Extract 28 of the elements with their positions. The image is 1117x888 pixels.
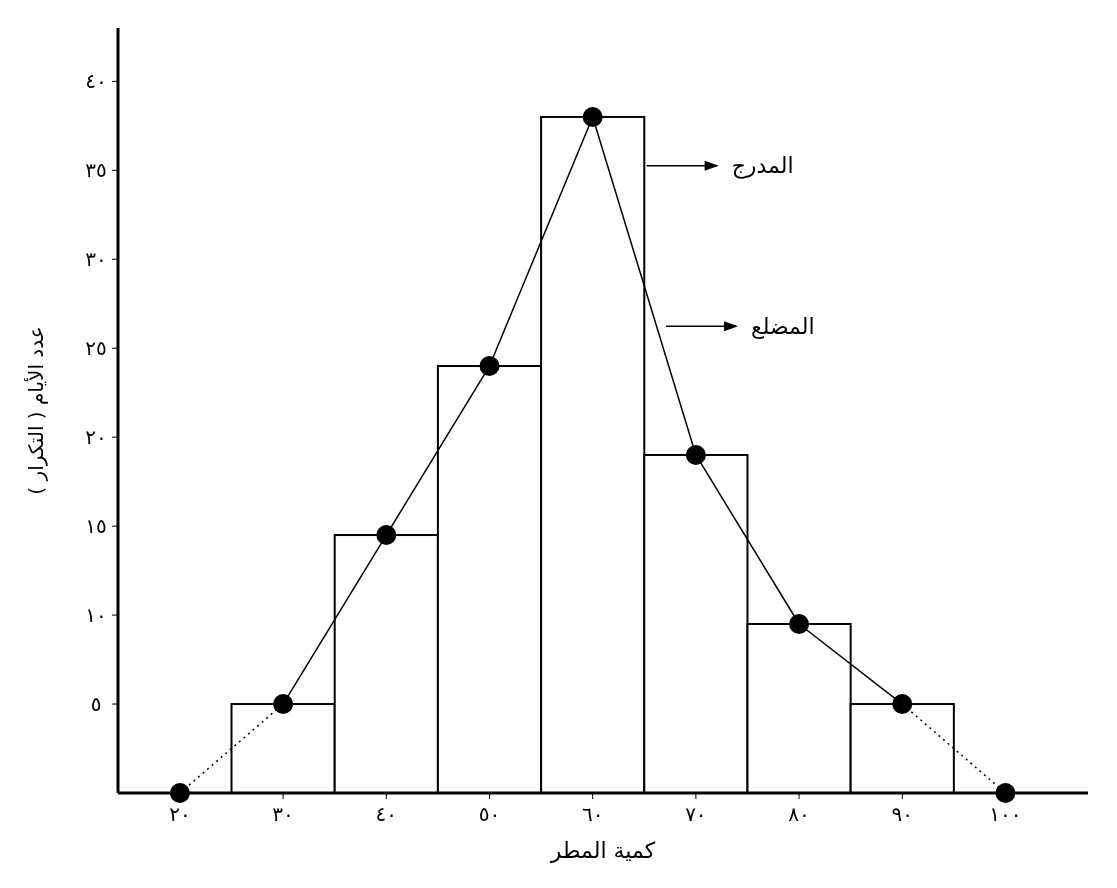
- x-tick-label: ٩٠: [891, 802, 913, 826]
- point: [892, 694, 913, 715]
- annotation: المدرج: [731, 153, 794, 180]
- y-tick-label: ١٥: [85, 514, 107, 539]
- y-axis-title: عدد الأيام ( التكرار ): [24, 326, 48, 495]
- annotation: المضلع: [751, 314, 815, 340]
- x-tick-label: ٤٠: [375, 802, 398, 826]
- x-tick-label: ٣٠: [272, 802, 294, 826]
- x-tick-label: ٨٠: [788, 802, 810, 826]
- x-tick-label: ٢٠: [169, 802, 191, 826]
- x-tick-label: ٥٠: [478, 802, 501, 826]
- point: [582, 106, 603, 127]
- x-tick-label: ١٠٠: [989, 802, 1022, 826]
- point: [685, 444, 706, 465]
- y-tick-label: ٢٠: [85, 425, 107, 450]
- point: [789, 613, 810, 634]
- point: [273, 694, 294, 715]
- x-tick-label: ٧٠: [685, 802, 707, 826]
- x-axis-title: كمية المطر: [549, 838, 656, 863]
- point: [479, 356, 500, 377]
- y-tick-label: ٥: [90, 692, 102, 717]
- point: [376, 525, 397, 546]
- x-tick-label: ٦٠: [581, 802, 604, 826]
- y-tick-label: ٣٥: [85, 158, 107, 183]
- y-tick-label: ٤٠: [85, 69, 107, 94]
- y-tick-label: ٣٠: [85, 247, 107, 272]
- y-tick-label: ٢٥: [85, 336, 107, 361]
- y-tick-label: ١٠: [85, 603, 107, 628]
